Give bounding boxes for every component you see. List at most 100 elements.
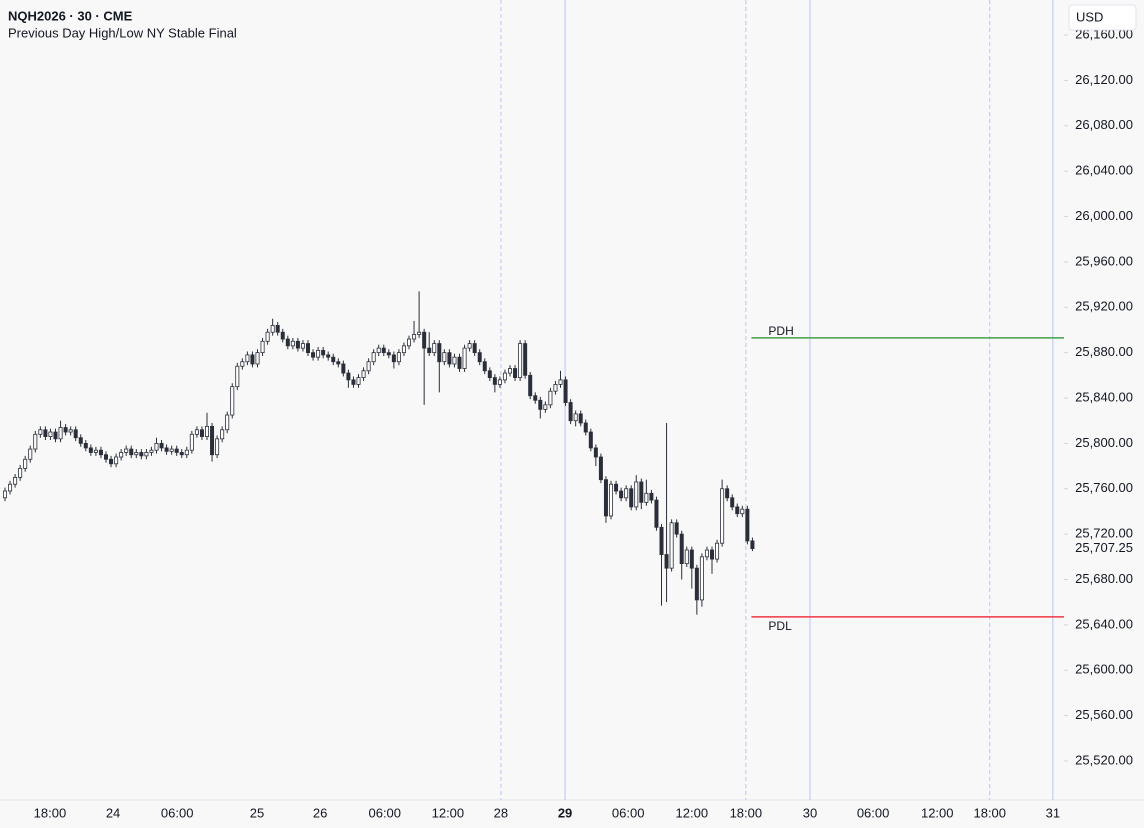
y-tick-label: 25,880.00 <box>1075 344 1133 359</box>
candle-body <box>558 379 563 385</box>
candle-body <box>492 377 497 385</box>
candle-body <box>381 347 386 354</box>
candle-body <box>735 506 740 515</box>
x-tick-label: 12:00 <box>432 805 465 820</box>
indicator-title[interactable]: Previous Day High/Low NY Stable Final <box>8 25 237 40</box>
candle-body <box>28 448 33 460</box>
candle-body <box>88 447 93 453</box>
candle-body <box>750 540 755 549</box>
candle-body <box>497 379 502 385</box>
candle-body <box>265 331 270 342</box>
candle-body <box>649 492 654 501</box>
candle-body <box>472 343 477 354</box>
x-tick-label: 18:00 <box>34 805 67 820</box>
candle-body <box>467 343 472 349</box>
candle-body <box>245 354 250 363</box>
y-tick-label: 25,800.00 <box>1075 435 1133 450</box>
candle-body <box>543 404 548 410</box>
candle-body <box>33 433 38 450</box>
candle-body <box>745 508 750 542</box>
candle-body <box>578 413 583 424</box>
x-tick-label: 06:00 <box>612 805 645 820</box>
candle-body <box>169 448 174 452</box>
candle-body <box>518 343 523 378</box>
x-tick-label: 26 <box>313 805 327 820</box>
candle-body <box>78 437 83 444</box>
candle-body <box>331 356 336 363</box>
y-tick-label: 25,720.00 <box>1075 526 1133 541</box>
candle-body <box>689 549 694 569</box>
candle-body <box>624 488 629 499</box>
candle-body <box>412 334 417 340</box>
candle-body <box>194 429 199 435</box>
candle-body <box>124 448 129 453</box>
candle-body <box>568 402 573 422</box>
candle-body <box>366 361 371 372</box>
candle-body <box>109 458 114 465</box>
candle-body <box>260 340 265 354</box>
candle-body <box>401 345 406 354</box>
candle-body <box>235 365 240 388</box>
y-tick-label: 26,040.00 <box>1075 163 1133 178</box>
candle-body <box>53 431 58 440</box>
candle-body <box>538 399 543 410</box>
currency-label[interactable]: USD <box>1076 9 1103 24</box>
symbol-title[interactable]: NQH2026 · 30 · CME <box>8 8 133 23</box>
candle-body <box>452 356 457 365</box>
y-tick-label: 26,080.00 <box>1075 117 1133 132</box>
candle-body <box>306 343 311 354</box>
candle-body <box>654 499 659 528</box>
candle-body <box>139 452 144 457</box>
candle-body <box>255 352 260 365</box>
candle-body <box>38 429 43 435</box>
currency-button[interactable] <box>1068 4 1137 31</box>
candle-body <box>311 352 316 358</box>
candle-body <box>43 429 48 437</box>
candle-body <box>634 481 639 508</box>
candle-body <box>457 356 462 369</box>
candle-body <box>270 325 275 333</box>
candle-body <box>740 508 745 515</box>
candle-body <box>179 452 184 456</box>
candle-body <box>93 449 98 453</box>
y-tick-label: 25,680.00 <box>1075 571 1133 586</box>
candle-body <box>240 361 245 367</box>
x-tick-label: 29 <box>558 805 572 820</box>
candle-body <box>528 374 533 397</box>
candle-body <box>321 349 326 356</box>
x-tick-label: 18:00 <box>730 805 763 820</box>
candle-body <box>710 549 715 560</box>
candle-body <box>351 379 356 385</box>
x-tick-label: 06:00 <box>857 805 890 820</box>
level-label: PDH <box>768 324 793 338</box>
candle-body <box>533 395 538 401</box>
candle-body <box>553 384 558 392</box>
candle-body <box>730 497 735 508</box>
candle-body <box>583 422 588 433</box>
candle-body <box>699 556 704 601</box>
candle-body <box>13 477 18 485</box>
candle-body <box>371 352 376 363</box>
candle-body <box>644 492 649 503</box>
candle-body <box>502 372 507 381</box>
candle-body <box>609 483 614 517</box>
candle-body <box>679 533 684 565</box>
candle-body <box>164 447 169 452</box>
candle-body <box>482 361 487 372</box>
candle-body <box>129 448 134 456</box>
candle-body <box>629 488 634 508</box>
candle-body <box>386 352 391 356</box>
candle-body <box>598 456 603 481</box>
candle-body <box>573 413 578 422</box>
candle-body <box>326 354 331 358</box>
candle-body <box>548 390 553 406</box>
candle-body <box>98 449 103 456</box>
x-tick-label: 31 <box>1046 805 1060 820</box>
candle-body <box>396 352 401 363</box>
candle-body <box>442 352 447 363</box>
last-price-label: 25,707.25 <box>1075 540 1133 555</box>
candle-body <box>427 347 432 354</box>
candle-body <box>63 427 68 433</box>
candle-body <box>18 467 23 478</box>
